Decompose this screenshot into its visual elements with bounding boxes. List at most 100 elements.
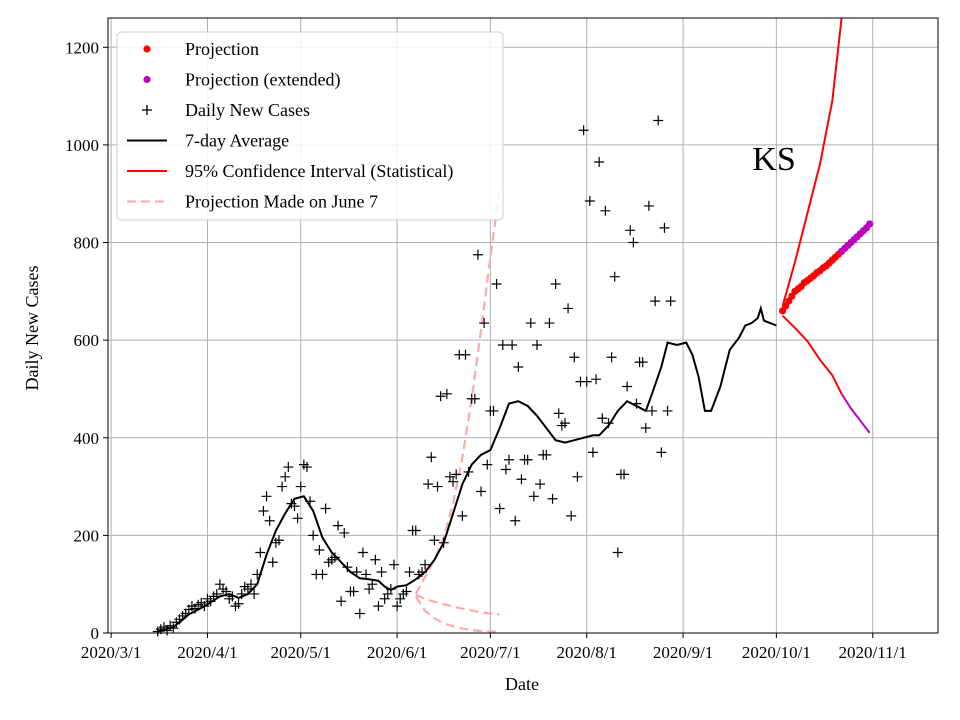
daily-new-cases-point [451,469,462,480]
daily-new-cases-point [628,237,639,248]
daily-new-cases-point [594,156,605,167]
daily-new-cases-point [388,559,399,570]
daily-new-cases-point [647,405,658,416]
daily-new-cases-point [289,501,300,512]
ci-upper-line [781,17,843,307]
daily-new-cases-point [619,469,630,480]
daily-new-cases-point [264,515,275,526]
daily-new-cases-point [426,452,437,463]
daily-new-cases-point [410,525,421,536]
projection-extended-point [866,220,874,228]
daily-new-cases-point [258,505,269,516]
daily-new-cases-point [650,296,661,307]
daily-new-cases-point [522,454,533,465]
y-tick-label: 800 [74,234,100,253]
daily-new-cases-point [612,547,623,558]
daily-new-cases-point [308,530,319,541]
daily-new-cases-point [432,481,443,492]
ci-lower-extended-line [840,393,871,434]
y-tick-label: 1200 [65,38,99,57]
axes-frame [107,17,939,634]
daily-new-cases-point [566,510,577,521]
x-tick-label: 2020/11/1 [839,643,907,662]
daily-new-cases-point [541,449,552,460]
daily-new-cases-point [261,491,272,502]
daily-new-cases-point [544,318,555,329]
x-tick-label: 2020/8/1 [557,643,617,662]
x-tick-label: 2020/10/1 [742,643,811,662]
daily-new-cases-point [563,303,574,314]
y-axis: 0 200 400 600 800 1000 1200 [65,38,108,643]
legend-marker-daily [142,105,152,115]
legend-label-ci: 95% Confidence Interval (Statistical) [185,161,453,182]
legend-label-daily: Daily New Cases [185,100,310,120]
daily-new-cases-point [401,586,412,597]
daily-new-cases-point [255,547,266,558]
daily-new-cases-point [301,462,312,473]
daily-new-cases-point [457,510,468,521]
daily-new-cases-point [404,566,415,577]
x-tick-label: 2020/4/1 [177,643,237,662]
daily-new-cases-point [525,318,536,329]
daily-new-cases-point [441,388,452,399]
daily-new-cases-point [370,554,381,565]
daily-new-cases-point [494,503,505,514]
y-tick-label: 0 [91,624,100,643]
seven-day-average-line [157,304,777,633]
daily-new-cases-point [597,413,608,424]
state-label: KS [752,141,795,178]
y-tick-label: 600 [74,331,100,350]
daily-new-cases-point [339,527,350,538]
daily-new-cases-point [535,479,546,490]
legend-label-projection_ext: Projection (extended) [185,70,340,91]
legend-label-june7: Projection Made on June 7 [185,192,378,212]
legend-label-avg: 7-day Average [185,131,289,151]
daily-new-cases-point [314,545,325,556]
daily-new-cases-point [448,476,459,487]
daily-new-cases-point [482,459,493,470]
daily-new-cases-point [640,423,651,433]
daily-new-cases-point [367,579,378,590]
daily-new-cases-point [460,349,471,360]
daily-new-cases-point [491,279,502,290]
daily-new-cases-point [423,479,434,490]
daily-new-cases-point [559,418,570,429]
x-tick-label: 2020/7/1 [460,643,520,662]
daily-new-cases-point [435,391,446,402]
daily-new-cases-point [550,279,561,290]
daily-new-cases-point [656,447,667,458]
daily-new-cases-point [429,535,440,546]
daily-new-cases-point [280,471,291,482]
daily-new-cases-point [329,552,340,563]
daily-new-cases-point [469,393,480,404]
daily-new-cases-point [513,361,524,372]
daily-new-cases-point [531,340,542,351]
daily-new-cases-point [625,225,636,236]
daily-new-cases-point [581,376,592,387]
daily-new-cases-point [584,196,595,207]
daily-new-cases-point [277,481,288,492]
legend-box [116,31,504,221]
daily-new-cases-point [569,352,580,363]
daily-new-cases-point [528,491,539,502]
daily-new-cases-point [662,405,673,416]
x-axis-label: Date [505,674,539,694]
daily-new-cases-point [547,493,558,504]
daily-new-cases-point [249,588,260,599]
legend-marker-projection_ext [143,75,151,84]
daily-new-cases-point [348,586,359,597]
daily-new-cases-point [637,357,648,368]
daily-new-cases-point [267,557,278,568]
daily-new-cases-point [653,115,664,126]
daily-new-cases-point [609,271,620,282]
legend-marker-projection [143,45,151,53]
daily-new-cases-point [500,464,511,475]
daily-new-cases-point [373,601,384,612]
y-tick-label: 400 [74,429,100,448]
daily-new-cases-point [333,520,344,531]
x-axis: 2020/3/1 2020/4/1 2020/5/1 2020/6/1 2020/7/1… [81,633,907,662]
daily-new-cases-point [507,340,518,351]
plot-area [152,17,874,637]
daily-new-cases-point [476,486,487,497]
